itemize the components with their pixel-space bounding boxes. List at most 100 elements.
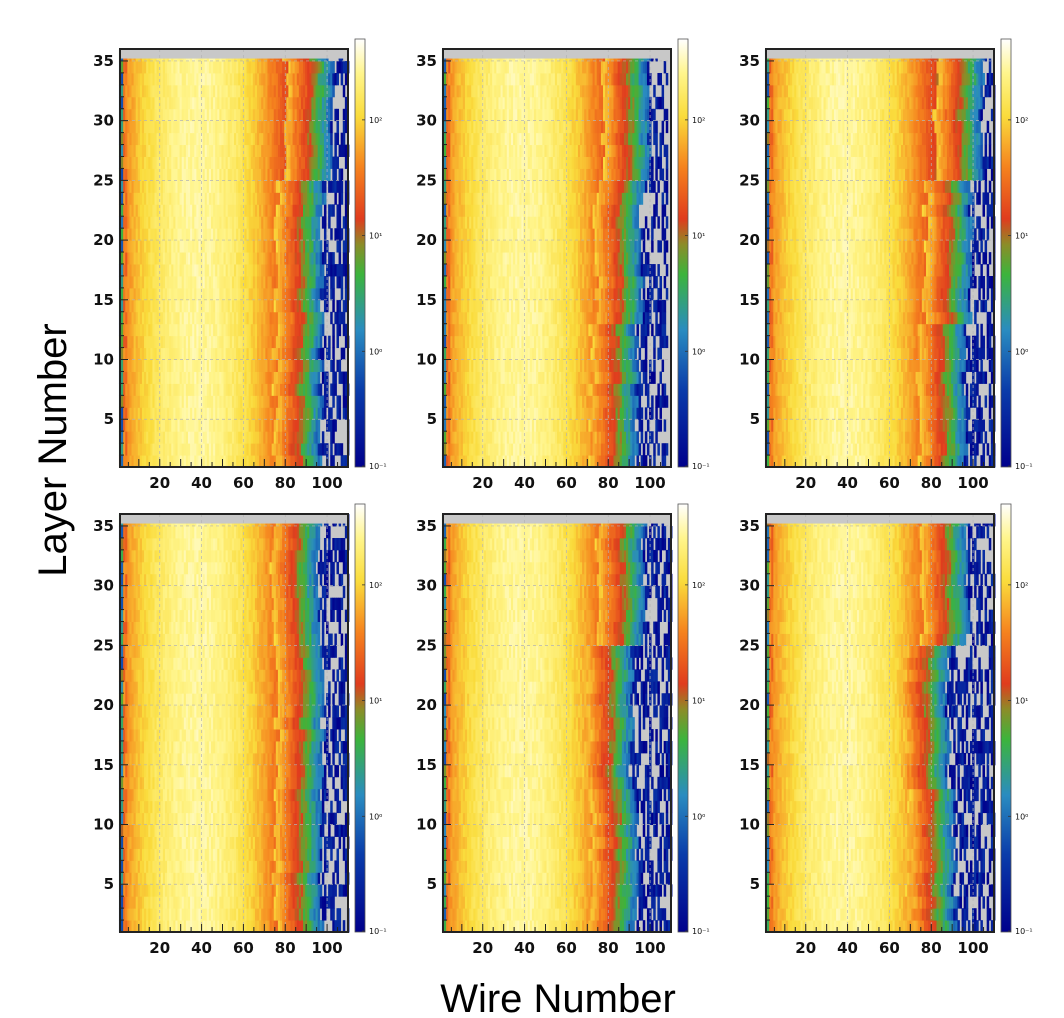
heatmap-cell [150,299,153,313]
heatmap-cell [202,287,206,301]
heatmap-cell [286,299,289,313]
heatmap-cell [653,371,656,384]
heatmap-cell [144,359,147,372]
heatmap-cell [167,335,170,349]
heatmap-cell [144,287,147,301]
heatmap-cell [263,359,266,372]
heatmap-cell [263,299,266,313]
heatmap-cell [311,323,314,337]
heatmap-cell [123,252,126,265]
heatmap-cell [323,443,327,456]
heatmap-cell [133,431,137,444]
heatmap-cell [215,323,218,337]
heatmap-cell [210,395,214,408]
heatmap-cell [257,431,260,444]
heatmap-cell [198,299,201,313]
heatmap-cell [154,252,158,265]
heatmap-cell [194,419,197,432]
heatmap-cell [167,359,170,372]
heatmap-cell [231,359,235,372]
heatmap-cell [215,287,218,301]
heatmap-cell [175,287,178,301]
heatmap-cell [229,419,233,432]
heatmap-cell [261,240,264,253]
heatmap-cell [275,323,279,337]
heatmap-cell [309,276,312,289]
heatmap-cell [213,431,216,444]
heatmap-cell [121,276,124,289]
heatmap-cell [330,132,333,146]
heatmap-cell [225,371,229,384]
heatmap-cell [156,443,160,456]
heatmap-cell [265,264,268,277]
heatmap-cell [238,323,241,337]
heatmap-cell [137,335,141,349]
heatmap-cell [125,311,128,325]
heatmap-cell [171,395,174,408]
heatmap-cell [323,371,327,384]
heatmap-cell [139,240,143,253]
heatmap-cell [338,276,342,289]
heatmap-cell [196,455,199,468]
heatmap-cell [246,335,250,349]
heatmap-cell [259,455,262,468]
heatmap-cell [217,419,220,432]
heatmap-cell [187,311,191,325]
heatmap-cell [271,240,275,253]
heatmap-cell [326,419,329,432]
heatmap-cell [234,299,237,313]
heatmap-cell [344,72,348,86]
heatmap-cell [225,264,229,277]
heatmap-cell [162,276,166,289]
heatmap-cell [123,443,126,456]
heatmap-cell [248,276,252,289]
heatmap-cell [231,347,235,361]
heatmap-cell [217,443,220,456]
heatmap-cell [194,407,197,420]
heatmap-cell [313,252,316,265]
heatmap-cell [158,383,162,396]
heatmap-cell [154,395,158,408]
heatmap-cell [223,323,227,337]
heatmap-cell [303,419,306,432]
heatmap-cell [160,240,164,253]
heatmap-cell [292,252,296,265]
heatmap-cell [133,252,137,265]
heatmap-cell [330,108,333,122]
heatmap-cell [269,383,273,396]
heatmap-cell [338,359,342,372]
heatmap-cell [125,431,128,444]
heatmap-cell [175,383,178,396]
heatmap-cell [160,443,164,456]
heatmap-cell [150,371,153,384]
heatmap-cell [319,287,323,301]
heatmap-cell [273,311,277,325]
heatmap-cell [254,311,258,325]
heatmap-cell [286,395,289,408]
heatmap-cell [127,264,130,277]
x-tick-label: 20 [149,474,170,492]
heatmap-cell [344,264,348,277]
heatmap-cell [292,240,296,253]
heatmap-cell [254,276,258,289]
heatmap-cell [210,311,214,325]
heatmap-cell [286,407,289,420]
heatmap-cell [267,395,270,408]
heatmap-cell [317,240,321,253]
heatmap-cell [221,276,224,289]
heatmap-cell [144,371,147,384]
heatmap-cell [340,72,344,86]
heatmap-cell [194,311,197,325]
heatmap-cell [131,252,134,265]
heatmap-cell [340,264,344,277]
heatmap-cell [152,323,155,337]
heatmap-cell [210,455,214,468]
heatmap-cell [179,276,183,289]
heatmap-cell [315,383,319,396]
heatmap-cell [208,359,212,372]
heatmap-cell [190,240,193,253]
heatmap-cell [217,431,220,444]
heatmap-cell [169,347,172,361]
heatmap-cell [317,276,321,289]
